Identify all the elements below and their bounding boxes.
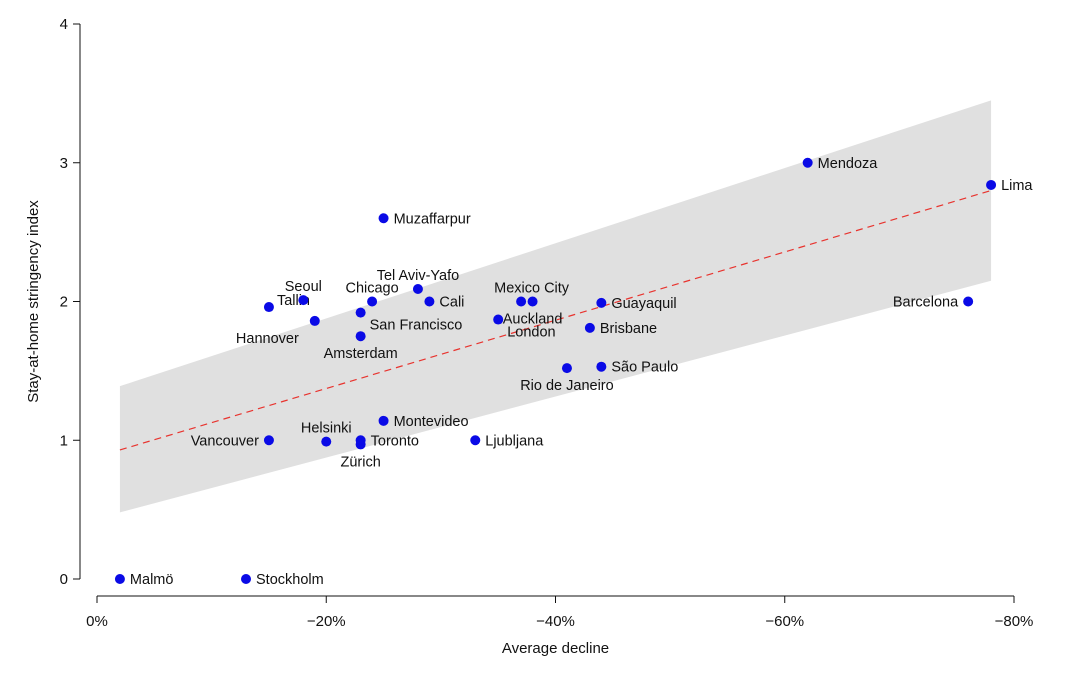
y-tick-label: 0	[60, 571, 68, 588]
point-label: Chicago	[345, 281, 398, 297]
y-tick-label: 4	[60, 16, 68, 33]
point-label: Muzaffarpur	[394, 211, 471, 227]
point-label: San Francisco	[370, 318, 463, 334]
x-tick-label: −20%	[307, 613, 346, 630]
data-point	[114, 574, 125, 584]
data-point	[470, 435, 481, 446]
axes-layer: Average decline Stay-at-home stringency …	[25, 16, 1033, 657]
point-label: Toronto	[371, 433, 419, 449]
data-point	[424, 296, 435, 307]
x-tick-label: −60%	[765, 613, 804, 630]
data-point	[355, 331, 366, 342]
data-point	[263, 302, 274, 313]
point-label: Vancouver	[191, 433, 259, 449]
data-point	[263, 435, 274, 446]
point-label: Tel Aviv-Yafo	[377, 268, 459, 284]
y-tick-label: 2	[60, 294, 68, 311]
data-point	[516, 296, 527, 307]
data-point	[412, 284, 423, 295]
confidence-band-layer	[119, 100, 992, 513]
data-point	[596, 297, 607, 308]
point-label: Helsinki	[301, 421, 352, 437]
point-label: Zürich	[340, 454, 380, 470]
data-point	[355, 439, 366, 450]
y-tick-label: 1	[60, 432, 68, 449]
point-label: Brisbane	[600, 321, 657, 337]
point-label: Barcelona	[893, 295, 959, 311]
data-point	[378, 213, 389, 224]
points-layer: Malmö Stockholm Vancouver Helsinki Toronto Zü…	[114, 156, 1033, 588]
point-label: São Paulo	[611, 360, 678, 376]
data-point	[309, 315, 320, 326]
data-point	[584, 322, 595, 333]
point-label: Lima	[1001, 178, 1033, 194]
point-label: Mendoza	[818, 156, 879, 172]
point-label: Malmö	[130, 572, 174, 588]
data-point	[561, 363, 572, 374]
point-label: Stockholm	[256, 572, 324, 588]
regression-fit-line	[119, 189, 992, 451]
point-label: Guayaquil	[611, 296, 676, 312]
data-point	[378, 415, 389, 426]
x-tick-label: −80%	[995, 613, 1034, 630]
data-point	[986, 179, 997, 190]
point-label: Cali	[439, 295, 464, 311]
data-point	[321, 436, 332, 447]
x-tick-label: −40%	[536, 613, 575, 630]
point-label: Hannover	[236, 331, 299, 347]
point-label: Auckland	[503, 312, 563, 328]
x-axis-title: Average decline	[502, 640, 609, 657]
fit-line-layer	[119, 189, 992, 451]
y-tick-label: 3	[60, 155, 68, 172]
data-point	[596, 361, 607, 372]
point-label: Ljubljana	[485, 433, 544, 449]
point-label: Rio de Janeiro	[520, 378, 614, 394]
data-point	[367, 296, 378, 307]
point-label: Montevideo	[394, 414, 469, 430]
data-point	[241, 574, 252, 584]
data-point	[355, 307, 366, 318]
data-point	[963, 296, 974, 307]
data-point	[493, 314, 504, 325]
point-label: Mexico City	[494, 281, 570, 297]
x-tick-label: 0%	[86, 613, 108, 630]
point-label: London	[507, 325, 555, 341]
point-label: Amsterdam	[324, 346, 398, 362]
data-point	[527, 296, 538, 307]
data-point	[802, 157, 813, 168]
data-point	[298, 295, 309, 306]
y-axis-title: Stay-at-home stringency index	[25, 200, 42, 403]
confidence-band	[119, 100, 992, 513]
point-label: Seoul	[285, 279, 322, 295]
